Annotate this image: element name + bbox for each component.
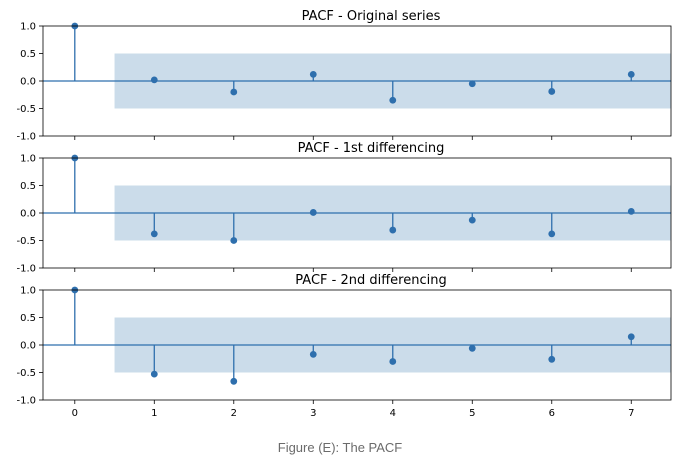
marker-lag-2 [230, 377, 238, 385]
y-tick-label: 0.5 [20, 49, 36, 60]
panel-title: PACF - 2nd differencing [295, 273, 446, 288]
marker-lag-6 [548, 355, 556, 363]
y-tick-label: 0.0 [20, 77, 36, 88]
y-tick-label: -0.5 [16, 368, 36, 379]
marker-lag-5 [468, 344, 476, 352]
x-tick-label: 1 [151, 408, 157, 419]
marker-lag-1 [150, 76, 158, 84]
x-tick-label: 3 [310, 408, 316, 419]
marker-lag-1 [150, 230, 158, 238]
y-tick-label: 1.0 [20, 22, 36, 33]
y-tick-label: -1.0 [16, 264, 36, 275]
marker-lag-7 [627, 333, 635, 341]
y-tick-label: 1.0 [20, 286, 36, 297]
marker-lag-4 [389, 358, 397, 365]
pacf-panel-3: 1.0 0.5 0.0 -0.5 -1.0 0 1 2 3 4 5 6 7 PACF - 2nd diff… [16, 273, 672, 419]
figure-caption: Figure (E): The PACF [277, 440, 403, 455]
marker-lag-6 [548, 230, 556, 238]
pacf-panel-2: 1.0 0.5 0.0 -0.5 -1.0 PACF - 1st differencing [16, 141, 672, 275]
marker-lag-5 [468, 216, 476, 224]
x-tick-label: 7 [628, 408, 634, 419]
y-tick-label: 0.5 [20, 181, 36, 192]
marker-lag-4 [389, 96, 397, 104]
marker-lag-5 [468, 80, 476, 88]
y-tick-label: -0.5 [16, 236, 36, 247]
panel-title: PACF - Original series [302, 9, 441, 24]
marker-lag-7 [627, 71, 635, 78]
marker-lag-3 [309, 71, 317, 78]
pacf-panel-1: 1.0 0.5 0.0 -0.5 -1.0 PACF - Original series [16, 9, 672, 143]
panel-title: PACF - 1st differencing [298, 141, 445, 156]
y-tick-label: -1.0 [16, 132, 36, 143]
marker-lag-7 [627, 207, 635, 215]
x-tick-label: 6 [549, 408, 555, 419]
marker-lag-3 [309, 350, 317, 358]
y-tick-label: 0.0 [20, 209, 36, 220]
x-tick-label: 4 [390, 408, 396, 419]
marker-lag-2 [230, 237, 238, 244]
marker-lag-3 [309, 209, 317, 216]
marker-lag-2 [230, 88, 238, 96]
marker-lag-1 [150, 370, 158, 378]
x-tick-label: 0 [72, 408, 78, 419]
marker-lag-4 [389, 226, 397, 234]
y-tick-label: 0.0 [20, 341, 36, 352]
y-tick-label: -0.5 [16, 104, 36, 115]
x-tick-label: 2 [231, 408, 237, 419]
marker-lag-6 [548, 88, 556, 95]
y-tick-label: 0.5 [20, 313, 36, 324]
y-tick-label: 1.0 [20, 154, 36, 165]
x-tick-label: 5 [469, 408, 475, 419]
y-tick-label: -1.0 [16, 396, 36, 407]
